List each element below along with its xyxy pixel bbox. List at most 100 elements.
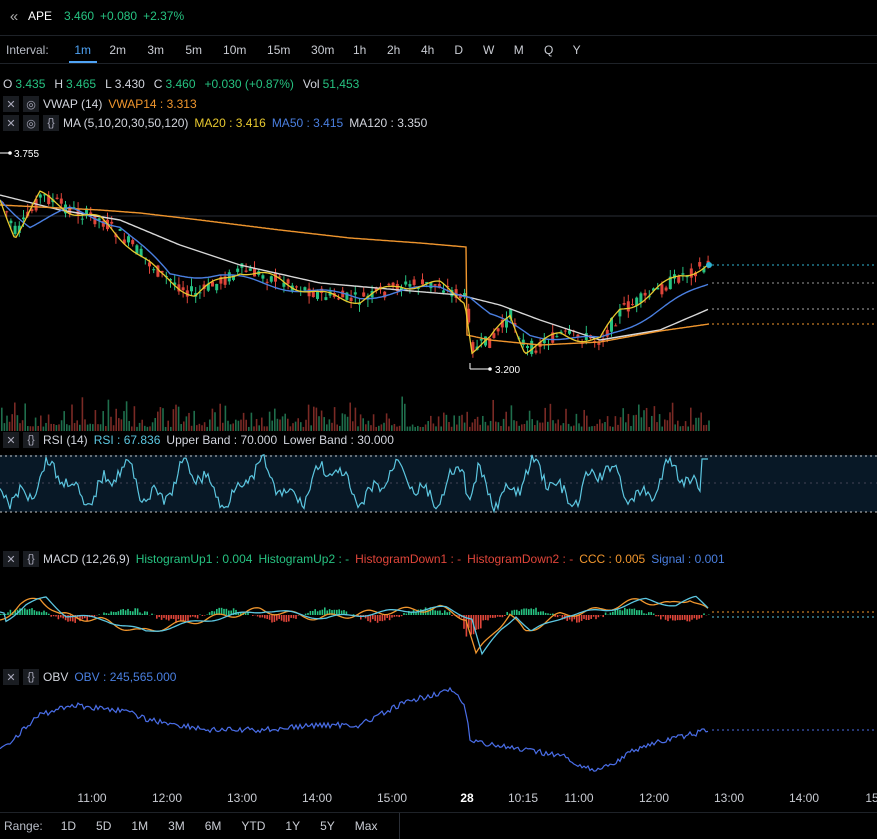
close-icon[interactable]: ✕ [3,96,19,112]
interval-label: Interval: [6,42,49,57]
eye-icon[interactable]: ◎ [23,115,39,131]
range-bar: Range: 1D 5D 1M 3M 6M YTD 1Y 5Y Max [0,812,877,839]
range-5d[interactable]: 5D [96,819,112,833]
range-6m[interactable]: 6M [204,819,222,833]
interval-5m[interactable]: 5m [185,42,203,57]
macd-histogram-bar [501,615,504,618]
interval-Q[interactable]: Q [544,42,554,57]
macd-histogram-bar [523,608,525,615]
ma-name: MA (5,10,20,30,50,120) [63,116,189,130]
range-1y[interactable]: 1Y [285,819,301,833]
rsi-upper: Upper Band : 70.000 [166,433,278,447]
ma20-line [0,190,709,355]
interval-W[interactable]: W [483,42,495,57]
interval-1m[interactable]: 1m [68,43,97,63]
range-3m[interactable]: 3M [168,819,185,833]
volume-bar [575,413,578,431]
close-icon[interactable]: ✕ [3,669,19,685]
volume-bar [404,403,406,431]
range-max[interactable]: Max [354,819,378,833]
macd-histogram-bar [638,610,640,615]
macd-chart[interactable] [0,570,877,665]
range-1d[interactable]: 1D [60,819,77,833]
close-icon[interactable]: ✕ [3,115,19,131]
macd-histogram-bar [136,608,139,615]
macd-histogram-bar [62,615,64,619]
macd-histogram-bar [652,613,655,615]
candle-body [362,292,366,297]
braces-icon[interactable]: {} [23,432,39,448]
candle-body [337,298,340,300]
volume-bar [445,414,448,431]
candle-body [576,334,580,338]
macd-histogram-bar [463,615,465,629]
macd-histogram-bar [230,610,232,615]
macd-histogram-bar [36,611,38,615]
candle-body [261,275,265,279]
candle-body [358,303,361,305]
interval-10m[interactable]: 10m [223,42,247,57]
rsi-chart[interactable] [0,449,877,539]
rsi-value: RSI : 67.836 [93,433,161,447]
candle-body [404,281,408,285]
macd-histogram-bar [158,615,160,618]
candle-body [610,318,613,332]
interval-15m[interactable]: 15m [267,42,291,57]
symbol-name[interactable]: APE [28,9,53,23]
range-5y[interactable]: 5Y [320,819,335,833]
double-chevron-left-icon[interactable]: « [9,7,19,25]
interval-D[interactable]: D [454,42,464,57]
candle-body [521,339,525,345]
range-ytd[interactable]: YTD [241,819,266,833]
macd-histogram-bar [76,615,79,620]
macd-histogram-bar [451,615,453,616]
interval-M[interactable]: M [513,42,524,57]
macd-histogram-bar [141,613,144,615]
volume-bar [419,426,422,431]
macd-histogram-bar [333,609,336,615]
macd-histogram-bar [67,615,69,622]
macd-histogram-bar [573,615,576,620]
eye-icon[interactable]: ◎ [23,96,39,112]
macd-histogram-bar [276,615,278,621]
volume-bar [222,422,224,431]
time-tick: 12:00 [152,791,182,805]
macd-histogram-bar [112,611,115,615]
braces-icon[interactable]: {} [23,669,39,685]
candle-body [89,212,93,215]
candle-body [311,291,315,298]
macd-histogram-bar [386,615,388,619]
braces-icon[interactable]: {} [23,551,39,567]
volume-bar [164,426,167,431]
volume-bar [617,424,619,431]
candle-body [324,297,328,300]
obv-chart[interactable] [0,685,877,785]
macd-histogram-bar [264,615,266,619]
candle-body [286,279,290,284]
interval-30m[interactable]: 30m [311,42,335,57]
candle-body [593,341,597,343]
interval-2h[interactable]: 2h [387,42,401,57]
macd-histogram-bar [427,609,429,615]
volume-bar [401,396,403,431]
macd-histogram-bar [693,615,696,619]
volume-bar [180,424,182,431]
macd-histogram-bar [616,608,619,615]
interval-4h[interactable]: 4h [421,42,435,57]
interval-2m[interactable]: 2m [109,42,127,57]
time-axis: 11:00 12:00 13:00 14:00 15:00 28 10:15 1… [77,791,877,805]
volume-bar [149,426,151,431]
braces-icon[interactable]: {} [43,115,59,131]
interval-Y[interactable]: Y [572,42,581,57]
close-icon[interactable]: ✕ [3,551,19,567]
close-icon[interactable]: ✕ [3,432,19,448]
price-chart[interactable]: 3.755 3.200 [0,135,877,431]
candle-body [114,234,118,238]
candle-body [122,239,126,244]
interval-3m[interactable]: 3m [147,42,165,57]
macd-histogram-bar [103,612,105,615]
macd-histogram-bar [441,612,444,615]
interval-1h[interactable]: 1h [353,42,367,57]
range-1m[interactable]: 1M [131,819,149,833]
volume-bar [674,424,676,431]
